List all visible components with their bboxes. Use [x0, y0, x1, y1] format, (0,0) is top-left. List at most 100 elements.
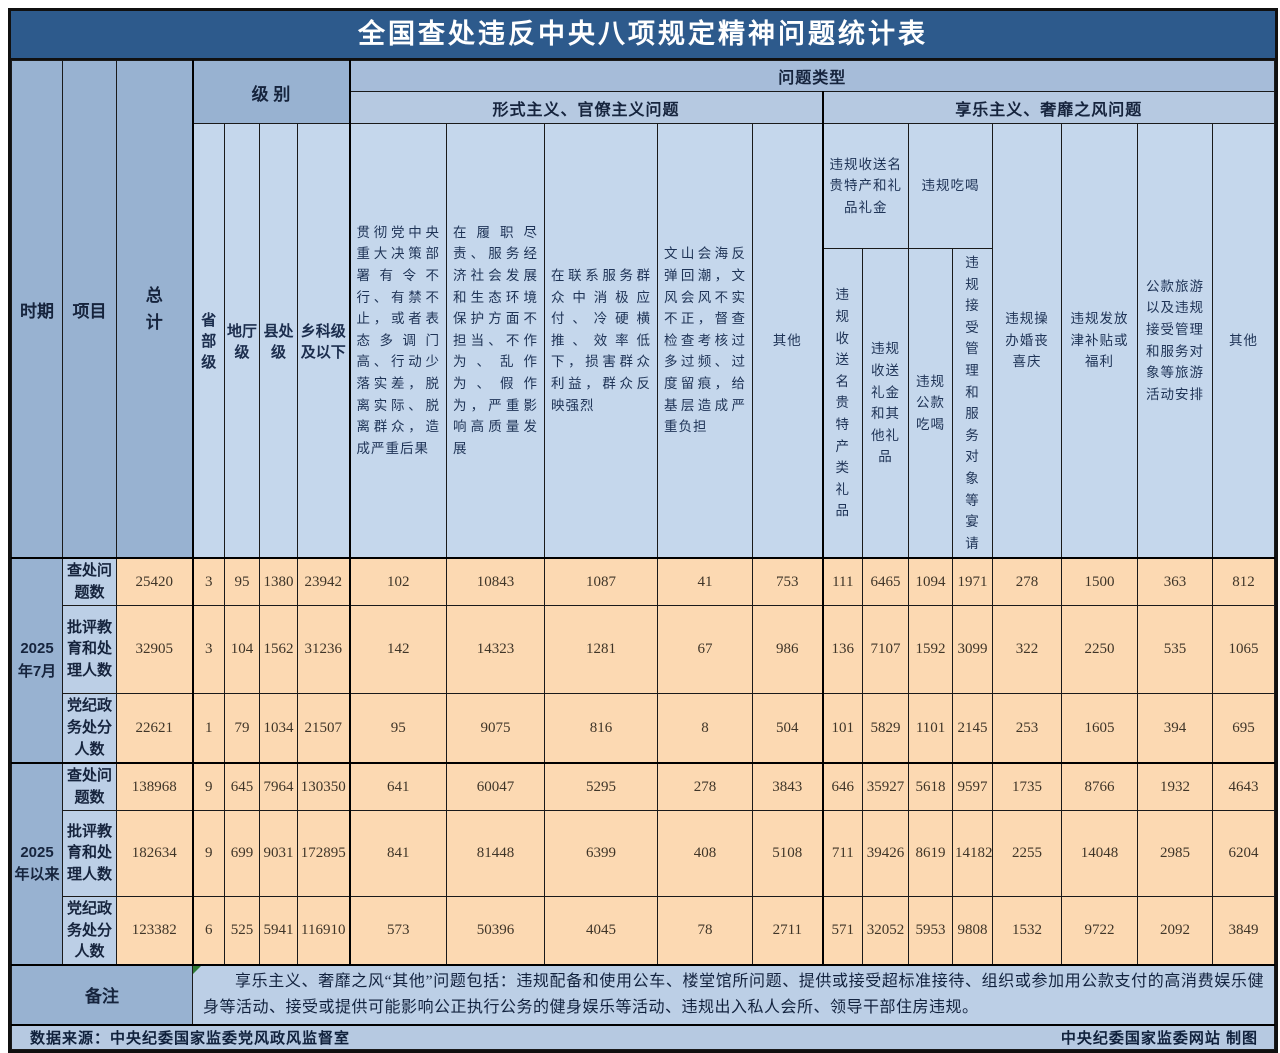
data-cell: 812	[1212, 557, 1275, 606]
data-cell: 9722	[1061, 895, 1139, 966]
data-cell: 182634	[116, 809, 193, 897]
data-cell: 32052	[862, 895, 910, 966]
data-cell: 6399	[544, 809, 659, 897]
col-header-hedonism-other: 其他	[1212, 123, 1275, 559]
col-header-hedonism-public-dining: 违规公款吃喝	[908, 248, 954, 559]
data-source: 数据来源：中央纪委国家监委党风政风监督室	[30, 1029, 351, 1047]
data-cell: 5108	[752, 809, 824, 897]
period-cell: 2025年7月	[11, 557, 63, 764]
data-cell: 32905	[116, 604, 193, 694]
data-cell: 35927	[862, 762, 910, 811]
data-cell: 81448	[446, 809, 546, 897]
data-cell: 142	[348, 604, 448, 694]
data-cell: 1281	[544, 604, 659, 694]
col-header-hedonism-subsidy: 违规发放津补贴或福利	[1061, 123, 1139, 559]
col-header-formalism-1: 贯彻党中央重大决策部署有令不行、有禁不止，或者表态多调门高、行动少落实差，脱离实…	[348, 123, 448, 559]
data-cell: 2092	[1137, 895, 1214, 966]
data-cell: 9597	[952, 762, 994, 811]
data-cell: 4045	[544, 895, 659, 966]
data-cell: 8766	[1061, 762, 1139, 811]
col-group-formalism: 形式主义、官僚主义问题	[348, 91, 824, 124]
notes-text: 享乐主义、奢靡之风“其他”问题包括：违规配备和使用公车、楼堂馆所问题、提供或接受…	[203, 973, 1264, 1016]
col-group-gifts: 违规收送名贵特产和礼品礼金	[821, 123, 910, 249]
data-cell: 3099	[952, 604, 994, 694]
data-cell: 41	[657, 557, 754, 606]
data-cell: 253	[992, 692, 1063, 764]
data-cell: 95	[224, 557, 260, 606]
data-cell: 9	[191, 809, 225, 897]
data-cell: 6204	[1212, 809, 1275, 897]
data-cell: 571	[821, 895, 864, 966]
data-cell: 525	[224, 895, 260, 966]
data-cell: 21507	[296, 692, 351, 764]
data-cell: 8	[657, 692, 754, 764]
data-cell: 535	[1137, 604, 1214, 694]
data-cell: 104	[224, 604, 260, 694]
col-header-formalism-3: 在联系服务群众中消极应付、冷硬横推、效率低下，损害群众利益，群众反映强烈	[544, 123, 659, 559]
data-cell: 136	[821, 604, 864, 694]
data-cell: 504	[752, 692, 824, 764]
page-title: 全国查处违反中央八项规定精神问题统计表	[11, 11, 1275, 60]
data-cell: 645	[224, 762, 260, 811]
data-cell: 641	[348, 762, 448, 811]
data-cell: 816	[544, 692, 659, 764]
data-cell: 79	[224, 692, 260, 764]
data-cell: 753	[752, 557, 824, 606]
data-cell: 14323	[446, 604, 546, 694]
col-header-formalism-2: 在履职尽责、服务经济社会发展和生态环境保护方面不担当、不作为、乱作为、假作为，严…	[446, 123, 546, 559]
data-cell: 363	[1137, 557, 1214, 606]
data-cell: 6	[191, 895, 225, 966]
data-cell: 1380	[259, 557, 298, 606]
data-cell: 10843	[446, 557, 546, 606]
data-cell: 8619	[908, 809, 954, 897]
data-cell: 3	[191, 557, 225, 606]
col-header-level-county: 县处级	[259, 123, 298, 559]
data-cell: 1605	[1061, 692, 1139, 764]
data-cell: 711	[821, 809, 864, 897]
data-cell: 78	[657, 895, 754, 966]
data-cell: 23942	[296, 557, 351, 606]
data-cell: 9031	[259, 809, 298, 897]
row-label: 批评教育和处理人数	[62, 809, 117, 897]
data-cell: 3849	[1212, 895, 1275, 966]
data-cell: 101	[821, 692, 864, 764]
data-cell: 111	[821, 557, 864, 606]
data-cell: 6465	[862, 557, 910, 606]
data-cell: 1094	[908, 557, 954, 606]
data-cell: 1101	[908, 692, 954, 764]
data-cell: 7107	[862, 604, 910, 694]
data-cell: 1735	[992, 762, 1063, 811]
data-cell: 322	[992, 604, 1063, 694]
data-cell: 3843	[752, 762, 824, 811]
row-label: 党纪政务处分人数	[62, 692, 117, 764]
data-cell: 14182	[952, 809, 994, 897]
data-cell: 172895	[296, 809, 351, 897]
row-label: 党纪政务处分人数	[62, 895, 117, 966]
data-cell: 408	[657, 809, 754, 897]
data-cell: 1932	[1137, 762, 1214, 811]
data-cell: 841	[348, 809, 448, 897]
data-cell: 1087	[544, 557, 659, 606]
data-cell: 5829	[862, 692, 910, 764]
statistics-table: 全国查处违反中央八项规定精神问题统计表 时期 项目 总计 级 别 问题类型 形式…	[8, 8, 1278, 1053]
data-cell: 2255	[992, 809, 1063, 897]
data-cell: 102	[348, 557, 448, 606]
col-header-level-prefecture: 地厅级	[224, 123, 260, 559]
data-table: 时期 项目 总计 级 别 问题类型 形式主义、官僚主义问题 享乐主义、奢靡之风问…	[11, 60, 1275, 1050]
data-cell: 2985	[1137, 809, 1214, 897]
col-header-total: 总计	[116, 60, 193, 559]
data-cell: 2250	[1061, 604, 1139, 694]
col-group-problem-type: 问题类型	[348, 60, 1275, 92]
data-cell: 5941	[259, 895, 298, 966]
data-cell: 95	[348, 692, 448, 764]
row-label: 批评教育和处理人数	[62, 604, 117, 694]
data-cell: 695	[1212, 692, 1275, 764]
footer-bar: 数据来源：中央纪委国家监委党风政风监督室 中央纪委国家监委网站 制图	[11, 1023, 1275, 1050]
data-cell: 1971	[952, 557, 994, 606]
data-cell: 1562	[259, 604, 298, 694]
data-cell: 14048	[1061, 809, 1139, 897]
data-cell: 7964	[259, 762, 298, 811]
data-cell: 646	[821, 762, 864, 811]
chart-credit: 中央纪委国家监委网站 制图	[1060, 1029, 1258, 1047]
data-cell: 2145	[952, 692, 994, 764]
